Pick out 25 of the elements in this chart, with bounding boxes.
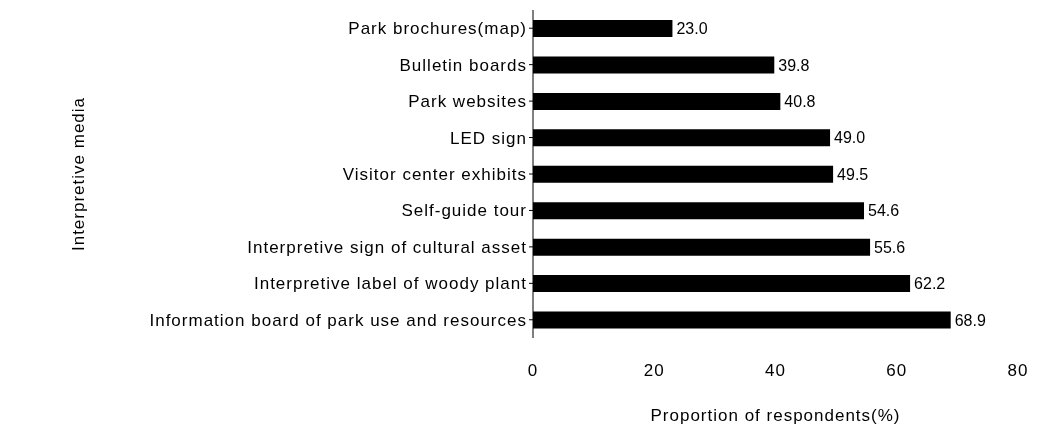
y-tick-label: Self-guide tour [401, 201, 527, 221]
data-label: 62.2 [914, 275, 946, 293]
data-label: 49.5 [837, 165, 869, 183]
data-label: 40.8 [784, 92, 816, 110]
x-tick-label: 40 [765, 361, 786, 381]
x-tick-label: 0 [527, 361, 539, 381]
y-tick-label: Park websites [408, 92, 527, 112]
data-label: 49.0 [834, 129, 866, 147]
y-tick-label: Interpretive sign of cultural asset [247, 237, 527, 257]
x-tick-label: 20 [643, 361, 665, 381]
y-tick-label: Visitor center exhibits [342, 165, 527, 185]
y-tick-label: Bulletin boards [399, 55, 527, 75]
y-tick-label: Information board of park use and resources [149, 310, 527, 330]
y-axis-title: Interpretive media [69, 96, 89, 252]
x-tick-label: 80 [1007, 361, 1029, 381]
x-tick-label: 60 [886, 361, 908, 381]
y-tick-label: Interpretive label of woody plant [253, 274, 527, 294]
x-axis-title: Proportion of respondents(%) [650, 406, 901, 425]
y-tick-label: Park brochures(map) [348, 19, 527, 39]
data-label: 39.8 [778, 56, 810, 74]
data-label: 55.6 [874, 238, 906, 256]
data-label: 68.9 [954, 311, 986, 329]
data-label: 54.6 [868, 202, 900, 220]
y-tick-label: LED sign [450, 128, 527, 148]
data-label: 23.0 [676, 20, 708, 38]
